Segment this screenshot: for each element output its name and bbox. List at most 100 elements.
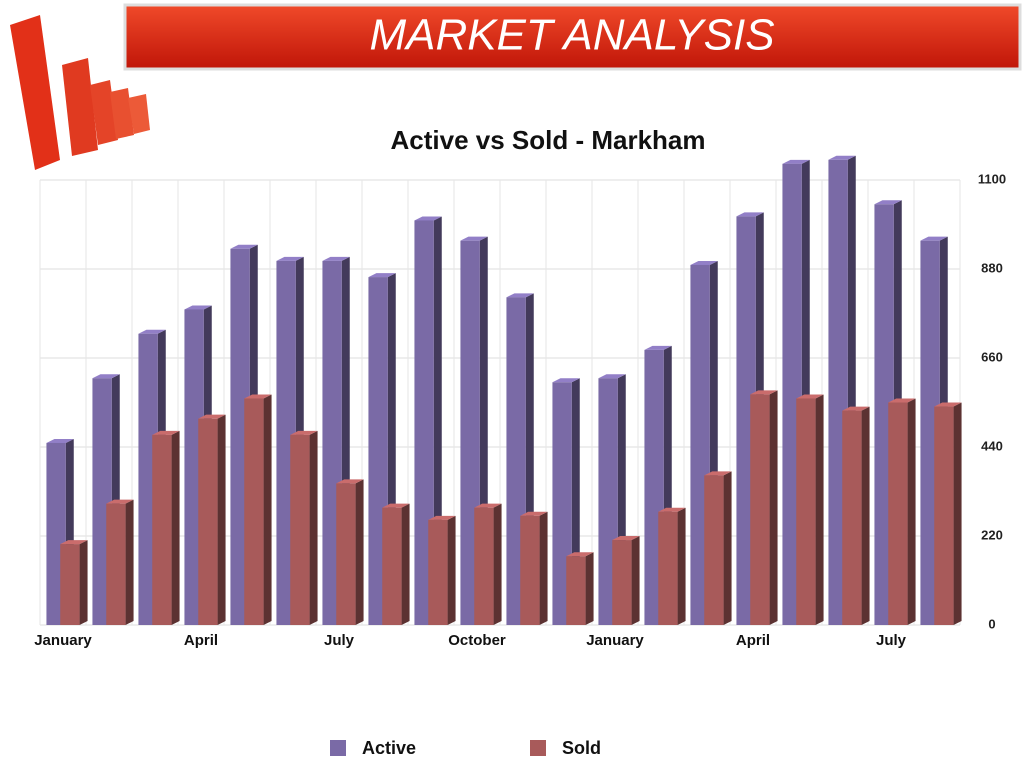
- bar-side: [125, 499, 134, 625]
- bar: [796, 398, 816, 625]
- bar: [106, 503, 126, 625]
- title-banner: [123, 3, 1022, 71]
- bar-side: [953, 402, 962, 625]
- bar-top: [138, 329, 166, 334]
- bar-side: [723, 471, 732, 625]
- bar: [336, 483, 356, 625]
- legend-label: Active: [362, 738, 416, 758]
- bar-top: [414, 216, 442, 221]
- bar-top: [934, 402, 962, 407]
- legend-label: Sold: [562, 738, 601, 758]
- legend-swatch: [530, 740, 546, 756]
- bar-top: [828, 155, 856, 160]
- x-tick-label: July: [876, 632, 907, 649]
- x-tick-label: April: [736, 632, 770, 649]
- bar: [474, 507, 494, 625]
- bar-side: [539, 511, 548, 625]
- bar: [842, 410, 862, 625]
- bar-side: [631, 536, 640, 625]
- bar-side: [907, 398, 916, 625]
- bar-side: [263, 394, 272, 625]
- bar-side: [861, 406, 870, 625]
- bar-top: [506, 293, 534, 298]
- bar: [704, 475, 724, 625]
- bar-top: [704, 471, 732, 476]
- bar-top: [552, 378, 580, 383]
- bar-top: [368, 273, 396, 278]
- bar-side: [677, 507, 686, 625]
- bar-top: [428, 515, 456, 520]
- bar-top: [184, 305, 212, 310]
- bar: [750, 394, 770, 625]
- bar-top: [690, 260, 718, 265]
- bar-top: [782, 159, 810, 164]
- bar-top: [612, 536, 640, 541]
- bar: [152, 434, 172, 625]
- bar-side: [171, 430, 180, 625]
- bar-top: [842, 406, 870, 411]
- bar-top: [796, 394, 824, 399]
- bar: [382, 507, 402, 625]
- bar-top: [322, 256, 350, 261]
- bar-side: [355, 479, 364, 625]
- legend-swatch: [330, 740, 346, 756]
- bar-top: [520, 511, 548, 516]
- bar-top: [920, 236, 948, 241]
- y-tick-label: 660: [981, 349, 1003, 364]
- bar-top: [888, 398, 916, 403]
- bar: [520, 515, 540, 625]
- bar: [566, 556, 586, 625]
- bar-top: [290, 430, 318, 435]
- bar-top: [152, 430, 180, 435]
- bar-top: [46, 438, 74, 443]
- bar-side: [447, 515, 456, 625]
- bar: [198, 418, 218, 625]
- bar-top: [644, 345, 672, 350]
- x-tick-label: October: [448, 632, 506, 649]
- bar: [934, 406, 954, 625]
- x-tick-label: July: [324, 632, 355, 649]
- y-tick-label: 1100: [978, 171, 1006, 186]
- bar-side: [585, 552, 594, 625]
- bar: [60, 544, 80, 625]
- bar-side: [309, 430, 318, 625]
- y-tick-label: 220: [981, 527, 1003, 542]
- bar: [290, 434, 310, 625]
- slide-title: MARKET ANALYSIS: [369, 11, 774, 60]
- x-tick-label: January: [586, 632, 644, 649]
- bar-top: [474, 503, 502, 508]
- y-tick-label: 440: [981, 438, 1003, 453]
- bar-top: [736, 212, 764, 217]
- bar-top: [106, 499, 134, 504]
- y-tick-label: 0: [988, 616, 995, 631]
- bar: [428, 519, 448, 625]
- bar-top: [336, 479, 364, 484]
- bar-side: [815, 394, 824, 625]
- bar-top: [566, 552, 594, 557]
- bar-top: [276, 256, 304, 261]
- bar: [888, 402, 908, 625]
- bar-top: [230, 244, 258, 249]
- bar: [658, 511, 678, 625]
- bar-side: [769, 390, 778, 625]
- bar-top: [750, 390, 778, 395]
- bar-top: [460, 236, 488, 241]
- logo: [10, 15, 150, 170]
- bar-top: [874, 200, 902, 205]
- bar-top: [244, 394, 272, 399]
- x-tick-label: April: [184, 632, 218, 649]
- y-tick-label: 880: [981, 260, 1003, 275]
- x-tick-label: January: [34, 632, 92, 649]
- bar-side: [217, 414, 226, 625]
- bar-top: [382, 503, 410, 508]
- chart-title: Active vs Sold - Markham: [391, 125, 706, 155]
- bar-top: [598, 374, 626, 379]
- bar: [244, 398, 264, 625]
- bar: [612, 540, 632, 625]
- bar-side: [79, 540, 88, 625]
- bar-top: [198, 414, 226, 419]
- bar-top: [92, 374, 120, 379]
- bar-side: [493, 503, 502, 625]
- bar-side: [401, 503, 410, 625]
